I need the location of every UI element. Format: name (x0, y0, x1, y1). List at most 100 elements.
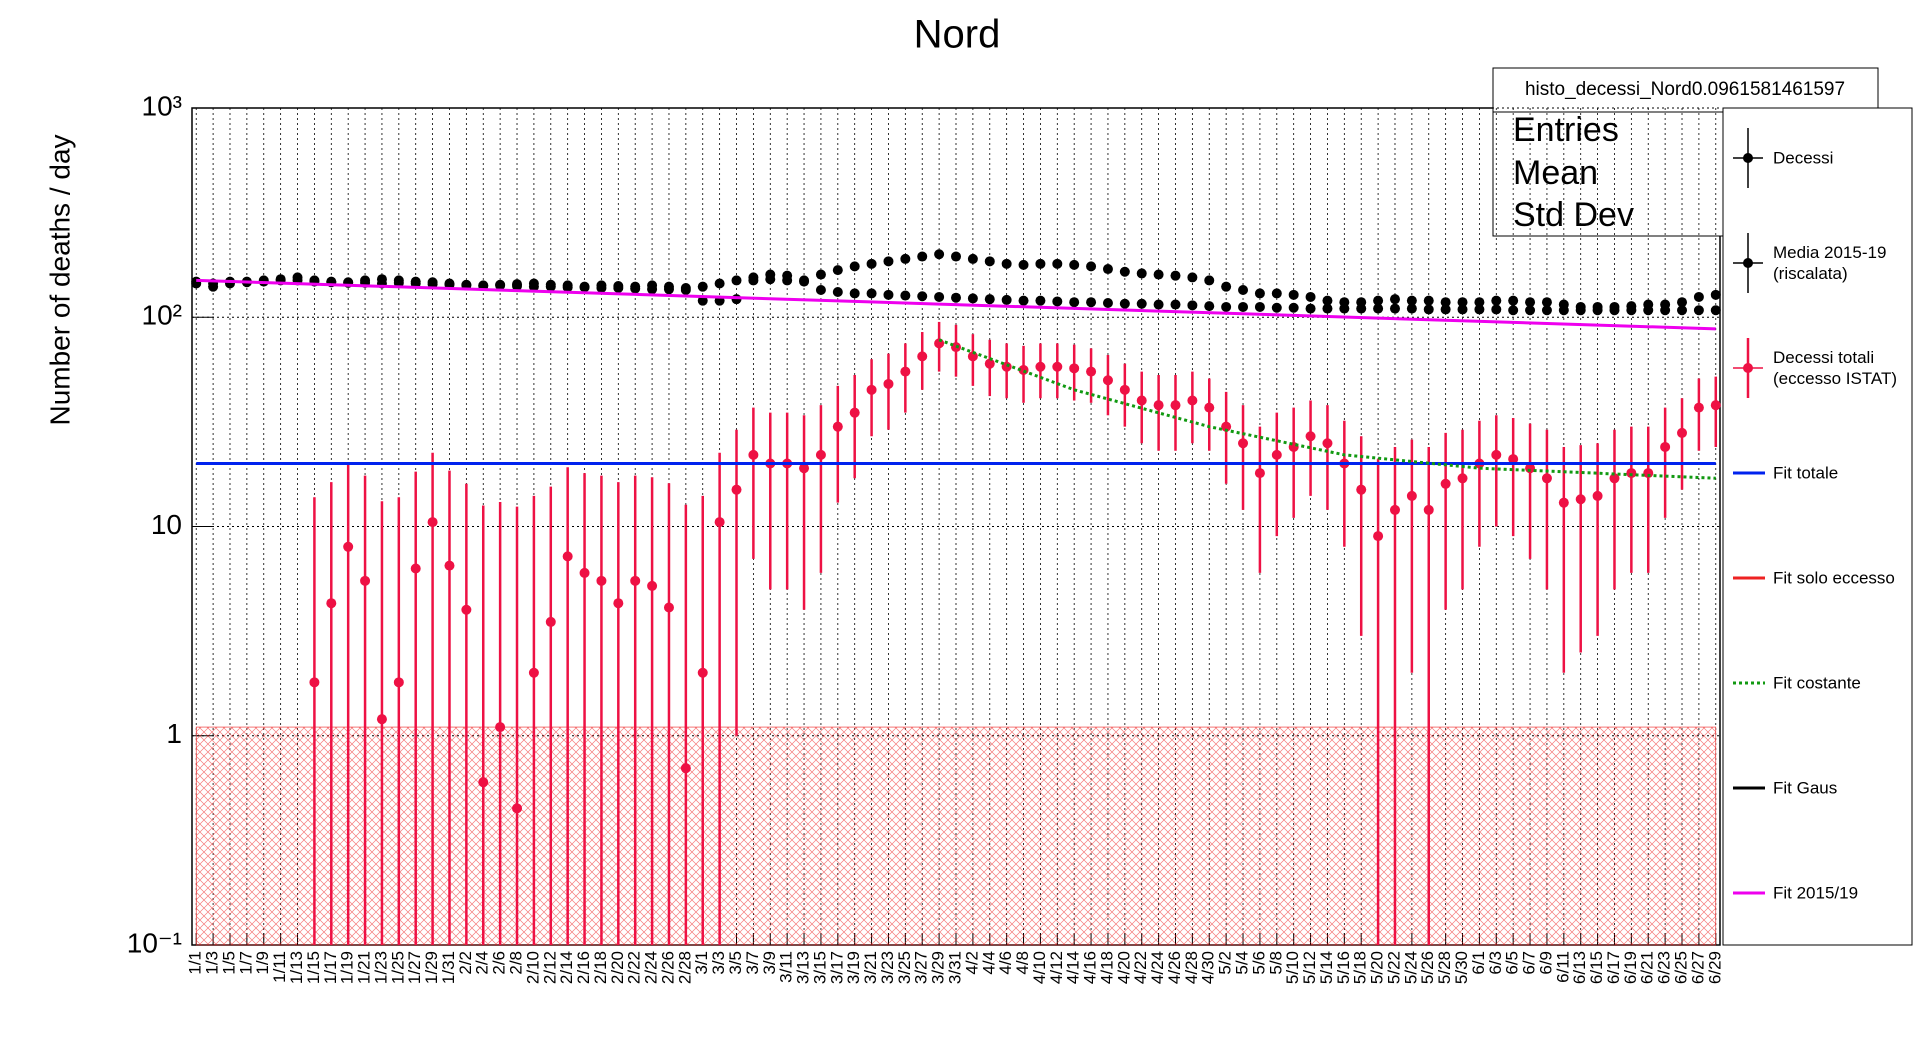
data-point (1238, 438, 1249, 449)
x-tick-label: 3/29 (929, 951, 948, 984)
data-point (1710, 305, 1721, 316)
data-point (1525, 297, 1536, 308)
data-point (1086, 366, 1097, 377)
legend-label: Fit Gaus (1773, 778, 1838, 798)
data-point (1609, 305, 1620, 316)
data-point (1558, 497, 1569, 508)
data-point (1525, 463, 1536, 474)
x-tick-label: 5/14 (1317, 951, 1336, 984)
data-point (967, 253, 978, 264)
data-point (1288, 302, 1299, 313)
data-point (1322, 303, 1333, 314)
data-point (1052, 296, 1063, 307)
x-tick-label: 4/6 (996, 951, 1015, 975)
data-point (1018, 295, 1029, 306)
data-point (748, 449, 759, 460)
x-tick-label: 3/3 (709, 951, 728, 975)
data-point (1508, 295, 1519, 306)
data-point (512, 281, 523, 292)
data-point (1406, 295, 1417, 306)
data-point (1693, 402, 1704, 413)
data-point (883, 378, 894, 389)
data-point (1491, 449, 1502, 460)
x-tick-label: 1/15 (304, 951, 323, 984)
x-tick-label: 5/6 (1249, 951, 1268, 975)
data-point (1356, 303, 1367, 314)
x-tick-label: 1/7 (236, 951, 255, 975)
x-tick-label: 3/21 (861, 951, 880, 984)
data-point (1693, 291, 1704, 302)
x-tick-label: 2/18 (591, 951, 610, 984)
x-tick-label: 3/15 (810, 951, 829, 984)
x-tick-label: 1/9 (253, 951, 272, 975)
legend-marker (1743, 363, 1753, 373)
fit-line (938, 338, 1716, 480)
data-point (984, 358, 995, 369)
data-point (849, 407, 860, 418)
x-tick-label: 6/17 (1604, 951, 1623, 984)
data-point (495, 280, 506, 291)
x-tick-label: 2/12 (540, 951, 559, 984)
data-point (1541, 297, 1552, 308)
data-point (1254, 468, 1265, 479)
data-point (815, 269, 826, 280)
x-tick-label: 5/24 (1401, 951, 1420, 984)
data-point (832, 265, 843, 276)
data-point (680, 284, 691, 295)
data-point (1406, 303, 1417, 314)
data-point (630, 575, 641, 586)
data-point (647, 284, 658, 295)
data-point (1643, 468, 1654, 479)
data-point (1136, 298, 1147, 309)
data-point (799, 276, 810, 287)
data-point (1119, 298, 1130, 309)
x-tick-label: 1/23 (371, 951, 390, 984)
data-point (765, 274, 776, 285)
x-tick-label: 3/31 (945, 951, 964, 984)
data-point (1322, 295, 1333, 306)
x-tick-label: 2/2 (456, 951, 475, 975)
data-point (512, 803, 523, 814)
data-point (1660, 441, 1671, 452)
data-point (1677, 297, 1688, 308)
data-point (1187, 300, 1198, 311)
data-point (697, 667, 708, 678)
x-tick-label: 5/30 (1452, 951, 1471, 984)
data-point (1069, 363, 1080, 374)
x-tick-label: 2/22 (625, 951, 644, 984)
data-point (1204, 301, 1215, 312)
data-point (1035, 361, 1046, 372)
data-point (1440, 304, 1451, 315)
data-point (545, 616, 556, 627)
x-tick-label: 3/19 (844, 951, 863, 984)
data-point (1373, 531, 1384, 542)
data-point (1035, 295, 1046, 306)
x-tick-label: 5/26 (1418, 951, 1437, 984)
x-tick-label: 6/19 (1621, 951, 1640, 984)
y-tick-label: 1 (166, 718, 182, 749)
x-tick-label: 2/10 (523, 951, 542, 984)
x-tick-label: 2/24 (642, 951, 661, 984)
x-tick-label: 6/11 (1553, 951, 1572, 983)
data-point (1339, 303, 1350, 314)
x-tick-label: 1/11 (270, 951, 289, 983)
data-point (799, 463, 810, 474)
data-point (596, 575, 607, 586)
data-point (1406, 490, 1417, 501)
data-point (1069, 297, 1080, 308)
x-tick-label: 6/27 (1688, 951, 1707, 984)
x-tick-label: 6/1 (1469, 951, 1488, 975)
data-point (697, 295, 708, 306)
x-tick-label: 3/11 (777, 951, 796, 983)
x-tick-label: 3/27 (912, 951, 931, 984)
data-point (1373, 295, 1384, 306)
data-point (1710, 289, 1721, 300)
data-point (630, 283, 641, 294)
x-tick-label: 2/6 (490, 951, 509, 975)
data-point (1440, 297, 1451, 308)
x-tick-label: 5/16 (1334, 951, 1353, 984)
x-tick-label: 4/24 (1148, 951, 1167, 984)
stats-row: Mean (1513, 154, 1598, 192)
x-tick-label: 1/21 (355, 951, 374, 984)
